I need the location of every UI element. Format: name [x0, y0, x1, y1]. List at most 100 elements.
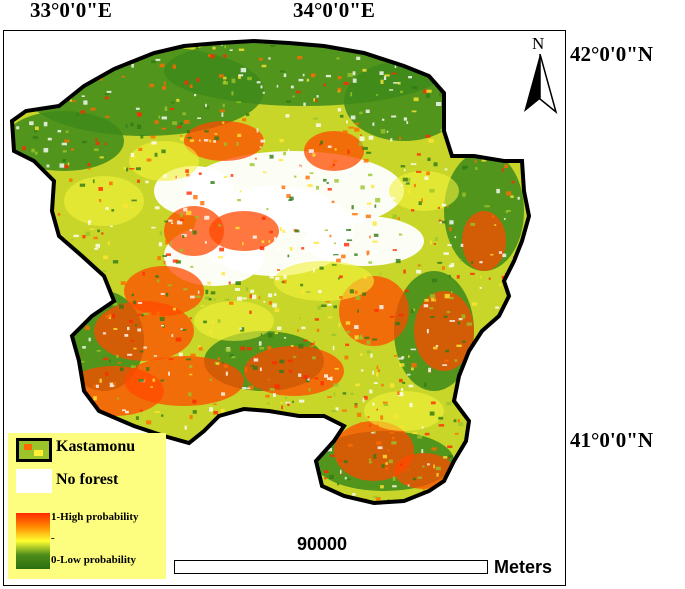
raster-pixel [168, 358, 174, 361]
raster-pixel [262, 91, 265, 94]
raster-pixel [487, 52, 493, 56]
raster-pixel [65, 130, 69, 133]
raster-pixel [282, 280, 287, 284]
raster-pixel [511, 180, 515, 184]
raster-pixel [422, 465, 425, 468]
raster-pixel [323, 470, 329, 474]
raster-pixel [443, 315, 448, 318]
raster-pixel [435, 345, 439, 347]
raster-pixel [29, 297, 35, 299]
raster-pixel [474, 411, 480, 414]
raster-pixel [390, 138, 393, 142]
raster-pixel [301, 326, 306, 330]
raster-pixel [366, 151, 372, 154]
forest-probability-map[interactable] [4, 31, 567, 587]
raster-pixel [36, 373, 39, 379]
raster-pixel [358, 141, 363, 146]
raster-pixel [360, 303, 364, 305]
raster-pixel [516, 455, 521, 459]
raster-pixel [477, 390, 480, 395]
raster-pixel [372, 402, 375, 406]
raster-pixel [109, 359, 111, 363]
raster-pixel [426, 329, 429, 333]
raster-pixel [331, 200, 335, 204]
raster-pixel [479, 261, 483, 264]
raster-pixel [163, 81, 166, 85]
raster-pixel [143, 312, 149, 315]
map-legend: Kastamonu No forest 1-High probability -… [8, 433, 166, 579]
raster-pixel [130, 206, 133, 208]
raster-pixel [473, 402, 477, 405]
raster-pixel [186, 358, 192, 361]
raster-pixel [240, 346, 246, 351]
raster-pixel [248, 440, 253, 444]
raster-pixel [112, 260, 119, 264]
raster-pixel [487, 402, 493, 406]
raster-pixel [417, 476, 422, 479]
raster-pixel [267, 402, 270, 405]
raster-pixel [316, 252, 321, 256]
raster-pixel [216, 362, 220, 365]
raster-pixel [392, 214, 397, 219]
raster-pixel [41, 340, 44, 345]
raster-pixel [462, 403, 468, 407]
raster-pixel [52, 242, 56, 245]
raster-pixel [320, 140, 323, 145]
raster-pixel [142, 271, 145, 276]
raster-pixel [429, 294, 436, 299]
raster-pixel [436, 473, 439, 477]
raster-pixel [204, 130, 209, 133]
raster-pixel [17, 293, 19, 296]
raster-pixel [303, 375, 309, 379]
raster-pixel [242, 242, 244, 246]
raster-pixel [395, 258, 401, 264]
raster-pixel [46, 164, 50, 168]
raster-pixel [138, 147, 143, 151]
raster-pixel [213, 140, 216, 143]
raster-pixel [109, 305, 112, 309]
raster-pixel [331, 333, 337, 336]
raster-pixel [399, 463, 403, 466]
raster-pixel [481, 398, 484, 401]
raster-pixel [237, 133, 242, 137]
raster-pixel [152, 378, 156, 382]
raster-pixel [167, 284, 172, 287]
raster-pixel [93, 148, 99, 152]
raster-pixel [79, 183, 86, 187]
raster-pixel [486, 406, 491, 410]
raster-pixel [498, 251, 502, 254]
raster-pixel [470, 272, 475, 275]
raster-pixel [68, 83, 71, 86]
raster-pixel [292, 443, 296, 448]
raster-pixel [249, 310, 252, 314]
raster-pixel [331, 264, 337, 266]
raster-pixel [165, 240, 168, 245]
raster-pixel [344, 355, 349, 360]
raster-pixel [498, 327, 502, 330]
raster-pixel [378, 47, 382, 49]
raster-pixel [470, 222, 476, 226]
raster-pixel [88, 337, 91, 342]
raster-pixel [315, 123, 321, 127]
raster-pixel [177, 125, 182, 129]
raster-pixel [69, 98, 72, 102]
raster-pixel [367, 416, 370, 419]
raster-pixel [452, 111, 458, 115]
raster-pixel [437, 261, 443, 264]
raster-pixel [495, 306, 500, 309]
raster-pixel [277, 269, 280, 271]
raster-pixel [213, 403, 217, 406]
raster-pixel [172, 259, 178, 263]
raster-pixel [87, 220, 92, 223]
raster-pixel [111, 384, 115, 387]
raster-pixel [159, 63, 165, 68]
raster-pixel [67, 289, 71, 293]
raster-pixel [333, 392, 336, 397]
raster-pixel [338, 277, 340, 280]
raster-pixel [352, 78, 357, 83]
raster-pixel [517, 456, 522, 461]
raster-pixel [350, 115, 356, 120]
raster-pixel [446, 310, 450, 314]
raster-pixel [448, 274, 451, 278]
raster-pixel [80, 110, 85, 114]
